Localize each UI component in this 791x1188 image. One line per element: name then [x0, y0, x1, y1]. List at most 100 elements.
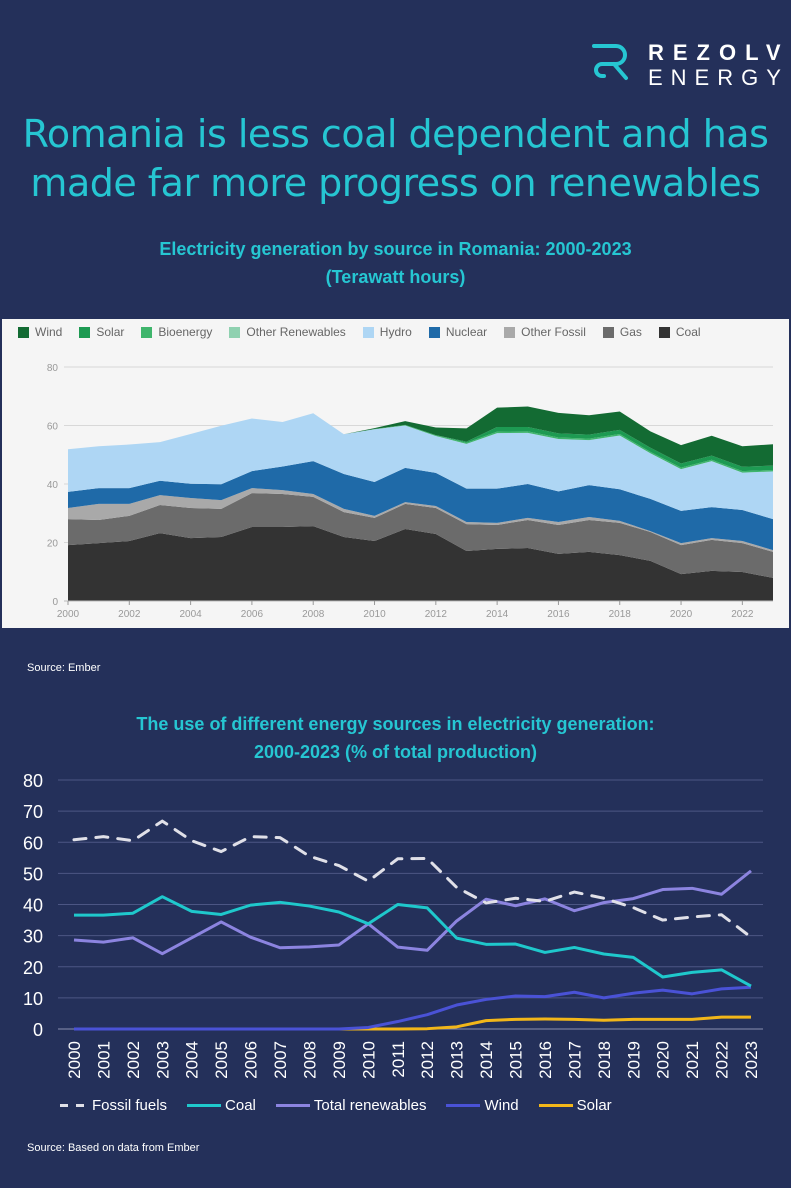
legend-swatch — [428, 326, 440, 338]
chart1-x-tick-label: 2014 — [486, 609, 509, 620]
chart2-x-tick-label: 2009 — [330, 1041, 349, 1079]
chart2-x-tick-label: 2006 — [242, 1041, 261, 1079]
chart2-legend: Fossil fuels Coal Total renewables Wind Sola… — [60, 1097, 632, 1114]
legend-label: Total renewables — [313, 1097, 427, 1114]
chart2-x-tick-label: 2010 — [359, 1041, 378, 1079]
line-wind — [74, 985, 752, 1031]
legend-swatch — [79, 326, 91, 338]
chart2-y-tick-label: 10 — [23, 989, 43, 1009]
chart1-x-tick-label: 2020 — [670, 609, 693, 620]
chart2-title-line2: 2000-2023 (% of total production) — [253, 742, 538, 762]
chart1-y-tick-label: 40 — [47, 480, 59, 491]
legend-swatch — [504, 326, 516, 338]
chart1-title-line2: (Terawatt hours) — [325, 267, 466, 287]
legend-line — [538, 1104, 573, 1107]
legend-item-total-renewables: Total renewables — [275, 1097, 427, 1114]
legend-item-other-renewables: Other Renewables — [229, 325, 346, 339]
chart2-x-tick-label: 2000 — [65, 1041, 84, 1079]
legend-item-gas: Gas — [602, 325, 642, 339]
chart2-y-tick-label: 80 — [23, 771, 43, 791]
line-coal — [74, 895, 752, 988]
chart2-source: Source: Based on data from Ember — [27, 1142, 200, 1154]
legend-swatch — [18, 326, 29, 338]
line-fossil-fuels — [72, 819, 753, 939]
chart1-title-line1: Electricity generation by source in Roma… — [159, 239, 632, 259]
legend-swatch — [141, 326, 153, 338]
chart2-x-tick-label: 2022 — [713, 1041, 732, 1079]
legend-label: Nuclear — [445, 325, 488, 339]
chart1-svg: 0 20 40 60 80 2000 2002 2004 2006 2008 2010 2012 201… — [47, 363, 773, 620]
chart2-y-tick-label: 70 — [23, 802, 43, 822]
legend-label: Other Fossil — [521, 325, 586, 339]
chart2-title-line1: The use of different energy sources in e… — [136, 714, 655, 734]
area-coal — [68, 526, 773, 601]
chart2-x-tick-label: 2018 — [595, 1041, 614, 1079]
legend-item-solar: Solar — [79, 325, 124, 339]
legend-item-hydro: Hydro — [362, 325, 412, 339]
chart1-title: Electricity generation by source in Roma… — [0, 235, 791, 291]
headline-line2: made far more progress on renewables — [30, 161, 761, 205]
chart2-y-tick-label: 0 — [33, 1020, 43, 1040]
legend-swatch — [362, 326, 374, 338]
chart1-legend: Wind Solar Bioenergy Other Renewables Hydro N… — [18, 325, 718, 339]
chart1-x-tick-label: 2010 — [363, 609, 386, 620]
chart1-x-tick-label: 2006 — [241, 609, 264, 620]
legend-label: Solar — [96, 325, 125, 339]
legend-item-wind: Wind — [446, 1097, 519, 1114]
chart2-x-tick-label: 2019 — [624, 1041, 643, 1079]
chart2-y-tick-label: 60 — [23, 833, 43, 853]
headline: Romania is less coal dependent and has m… — [0, 110, 791, 208]
legend-label: Gas — [619, 325, 642, 339]
legend-swatch — [229, 326, 241, 338]
chart2-x-tick-label: 2023 — [742, 1041, 761, 1079]
chart2-x-tick-label: 2008 — [300, 1041, 319, 1079]
chart1-y-tick-label: 60 — [47, 422, 59, 433]
chart1-x-tick-label: 2008 — [302, 609, 325, 620]
legend-label: Other Renewables — [246, 325, 346, 339]
chart1-y-tick-label: 0 — [52, 597, 58, 608]
chart2-title: The use of different energy sources in e… — [0, 710, 791, 766]
brand-logo: REZOLV ENERGY — [590, 40, 781, 90]
chart1-x-tick-label: 2022 — [731, 609, 754, 620]
chart2-x-tick-label: 2021 — [683, 1041, 702, 1079]
chart2-y-tick-label: 20 — [23, 958, 43, 978]
chart1-source: Source: Ember — [27, 662, 101, 674]
chart1-x-tick-label: 2000 — [57, 609, 80, 620]
legend-label: Bioenergy — [158, 325, 213, 339]
legend-label: Coal — [225, 1097, 256, 1114]
brand-name-line1: REZOLV — [648, 40, 790, 65]
chart1-y-tick-label: 20 — [47, 539, 59, 550]
legend-item-wind: Wind — [18, 325, 62, 339]
chart1-x-tick-label: 2004 — [179, 609, 202, 620]
chart1-x-tick-label: 2018 — [609, 609, 632, 620]
chart2-x-tick-label: 2013 — [448, 1041, 467, 1079]
legend-item-other-fossil: Other Fossil — [504, 325, 586, 339]
chart2-x-tick-label: 2007 — [271, 1041, 290, 1079]
area-nuclear — [68, 461, 773, 551]
chart2-x-tick-label: 2003 — [153, 1041, 172, 1079]
legend-line — [60, 1104, 86, 1107]
chart2-y-tick-label: 30 — [23, 927, 43, 947]
legend-label: Fossil fuels — [92, 1097, 168, 1114]
area-wind — [68, 406, 773, 467]
chart1-panel: Wind Solar Bioenergy Other Renewables Hydro N… — [2, 319, 789, 628]
chart2-x-tick-label: 2012 — [418, 1041, 437, 1079]
chart1-x-tick-label: 2016 — [547, 609, 570, 620]
legend-label: Wind — [484, 1097, 519, 1114]
legend-item-fossil-fuels: Fossil fuels — [60, 1097, 167, 1114]
chart2-x-tick-label: 2015 — [507, 1041, 526, 1079]
chart2-x-tick-label: 2002 — [124, 1041, 143, 1079]
legend-swatch — [602, 326, 614, 338]
legend-item-coal: Coal — [187, 1097, 256, 1114]
chart2-x-tick-label: 2011 — [389, 1041, 408, 1078]
chart2-x-tick-label: 2014 — [477, 1041, 496, 1079]
chart1-y-tick-label: 80 — [47, 363, 59, 374]
chart2-x-tick-label: 2020 — [654, 1041, 673, 1079]
chart2-y-tick-label: 50 — [23, 864, 43, 884]
legend-label: Hydro — [379, 325, 412, 339]
legend-line — [446, 1104, 481, 1107]
headline-line1: Romania is less coal dependent and has — [22, 112, 769, 156]
chart2-x-tick-label: 2017 — [565, 1041, 584, 1079]
area-hydro — [68, 413, 773, 520]
